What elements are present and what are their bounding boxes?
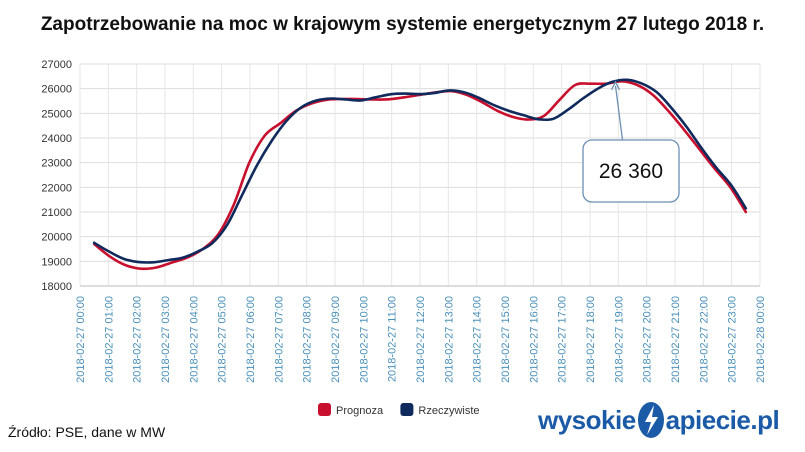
annotation: 26 360 [582,80,680,203]
x-tick-label: 2018-02-27 04:00 [188,296,200,383]
y-tick-label: 24000 [41,133,72,145]
grid-layer [79,63,761,287]
x-tick-label: 2018-02-27 21:00 [670,296,682,383]
logo-text-part2: apiecie.pl [665,404,780,435]
annotation-box [582,139,680,203]
x-tick-label: 2018-02-27 02:00 [132,296,144,383]
y-tick-label: 18000 [41,281,72,293]
x-tick-label: 2018-02-27 01:00 [103,296,115,383]
y-tick-label: 27000 [41,59,72,71]
x-tick-label: 2018-02-27 15:00 [500,296,512,383]
y-axis-ticks: 18000 19000 20000 21000 22000 23000 24000 25000… [41,59,72,293]
lightning-bolt-icon [637,402,664,438]
x-tick-label: 2018-02-27 09:00 [330,296,342,383]
x-tick-label: 2018-02-27 23:00 [727,296,739,383]
source-note: Źródło: PSE, dane w MW [8,424,166,440]
annotation-pointer [614,85,624,141]
annotation-value: 26 360 [599,160,663,183]
x-tick-label: 2018-02-27 06:00 [245,296,257,383]
x-tick-label: 2018-02-27 17:00 [557,296,569,383]
x-tick-label: 2018-02-27 16:00 [528,296,540,383]
x-axis-ticks: 2018-02-27 00:00 2018-02-27 01:00 2018-02-… [75,296,767,383]
y-tick-label: 22000 [41,182,72,194]
y-tick-label: 25000 [41,108,72,120]
x-tick-label: 2018-02-27 03:00 [160,296,172,383]
x-tick-label: 2018-02-27 20:00 [642,296,654,383]
x-tick-label: 2018-02-27 00:00 [75,296,87,383]
x-tick-label: 2018-02-27 19:00 [613,296,625,383]
series-lines [92,78,748,271]
x-tick-label: 2018-02-27 07:00 [273,296,285,383]
legend-label-prognoza: Prognoza [336,405,384,417]
y-tick-label: 20000 [41,232,72,244]
y-tick-label: 26000 [41,84,72,96]
y-tick-label: 21000 [41,207,72,219]
x-tick-label: 2018-02-27 14:00 [472,296,484,383]
x-tick-label: 2018-02-27 05:00 [217,296,229,383]
x-tick-label: 2018-02-27 11:00 [387,296,399,382]
site-logo: wysokie apiecie.pl [538,398,780,442]
x-tick-label: 2018-02-27 10:00 [358,296,370,383]
logo-text-part1: wysokie [538,404,636,435]
legend-label-rzeczywiste: Rzeczywiste [418,405,479,417]
x-tick-label: 2018-02-27 08:00 [302,296,314,383]
x-tick-label: 2018-02-27 12:00 [415,296,427,383]
y-tick-label: 23000 [41,158,72,170]
series-line-rzeczywiste [92,78,748,264]
x-tick-label: 2018-02-28 00:00 [755,296,767,383]
legend-swatch-rzeczywiste [400,403,414,416]
x-tick-label: 2018-02-27 22:00 [698,296,710,383]
legend: Prognoza Rzeczywiste [318,403,480,417]
legend-swatch-prognoza [318,403,331,416]
x-tick-label: 2018-02-27 13:00 [443,296,455,383]
x-tick-label: 2018-02-27 18:00 [585,296,597,383]
y-tick-label: 19000 [41,256,72,268]
annotation-arrowhead [610,80,621,91]
chart-title: Zapotrzebowanie na moc w krajowym system… [40,14,765,35]
